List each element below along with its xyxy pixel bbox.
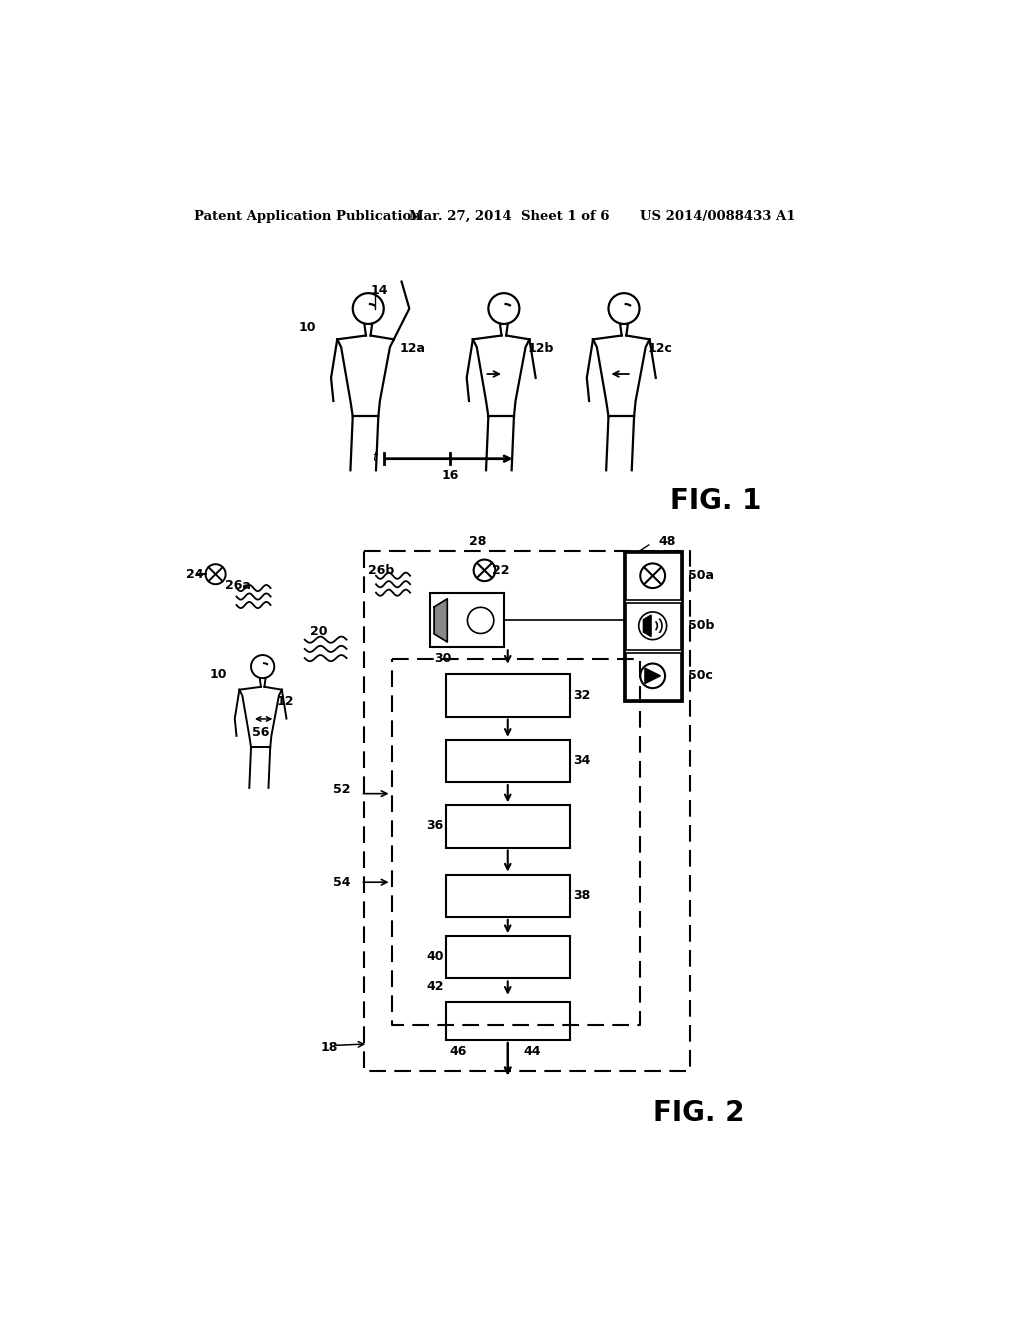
Text: 30: 30 xyxy=(434,652,452,665)
Bar xyxy=(445,1002,569,1040)
Polygon shape xyxy=(645,668,660,684)
Bar xyxy=(445,805,569,847)
Text: 38: 38 xyxy=(573,888,591,902)
Text: 48: 48 xyxy=(658,535,676,548)
Polygon shape xyxy=(434,599,447,642)
Text: 12c: 12c xyxy=(647,342,672,355)
Text: 28: 28 xyxy=(469,536,486,548)
Text: 54: 54 xyxy=(334,875,351,888)
Text: 12: 12 xyxy=(276,694,294,708)
Bar xyxy=(445,739,569,781)
Bar xyxy=(445,936,569,978)
Bar xyxy=(430,594,504,647)
Text: 26b: 26b xyxy=(369,564,394,577)
Text: 44: 44 xyxy=(523,1045,541,1059)
Text: 50c: 50c xyxy=(688,669,713,682)
Text: 24: 24 xyxy=(186,568,204,581)
Text: FIG. 1: FIG. 1 xyxy=(671,487,762,515)
Text: 40: 40 xyxy=(426,950,443,964)
Bar xyxy=(626,653,681,700)
Text: 22: 22 xyxy=(493,564,510,577)
Text: 14: 14 xyxy=(371,284,388,297)
Text: 36: 36 xyxy=(426,820,443,833)
Text: 16: 16 xyxy=(442,469,459,482)
Text: 12a: 12a xyxy=(399,342,425,355)
Text: 46: 46 xyxy=(450,1045,467,1059)
Bar xyxy=(624,552,682,701)
Text: t: t xyxy=(372,450,377,463)
Text: 10: 10 xyxy=(209,668,227,681)
Text: 10: 10 xyxy=(299,321,316,334)
Text: Mar. 27, 2014  Sheet 1 of 6: Mar. 27, 2014 Sheet 1 of 6 xyxy=(410,210,610,223)
Text: 42: 42 xyxy=(426,979,443,993)
Text: 50a: 50a xyxy=(688,569,715,582)
Text: FIG. 2: FIG. 2 xyxy=(653,1100,744,1127)
Text: 50b: 50b xyxy=(688,619,715,632)
Text: 32: 32 xyxy=(573,689,591,702)
Text: 12b: 12b xyxy=(527,342,554,355)
Polygon shape xyxy=(643,615,651,636)
Text: 34: 34 xyxy=(573,754,591,767)
Text: US 2014/0088433 A1: US 2014/0088433 A1 xyxy=(640,210,795,223)
Text: 52: 52 xyxy=(334,783,351,796)
Bar xyxy=(626,603,681,649)
Bar xyxy=(445,675,569,717)
Text: 20: 20 xyxy=(310,626,328,639)
Text: Patent Application Publication: Patent Application Publication xyxy=(194,210,421,223)
Text: 26a: 26a xyxy=(225,579,251,593)
Text: 56: 56 xyxy=(252,726,269,739)
Text: 18: 18 xyxy=(321,1041,338,1055)
Bar xyxy=(626,553,681,599)
Bar xyxy=(445,874,569,917)
